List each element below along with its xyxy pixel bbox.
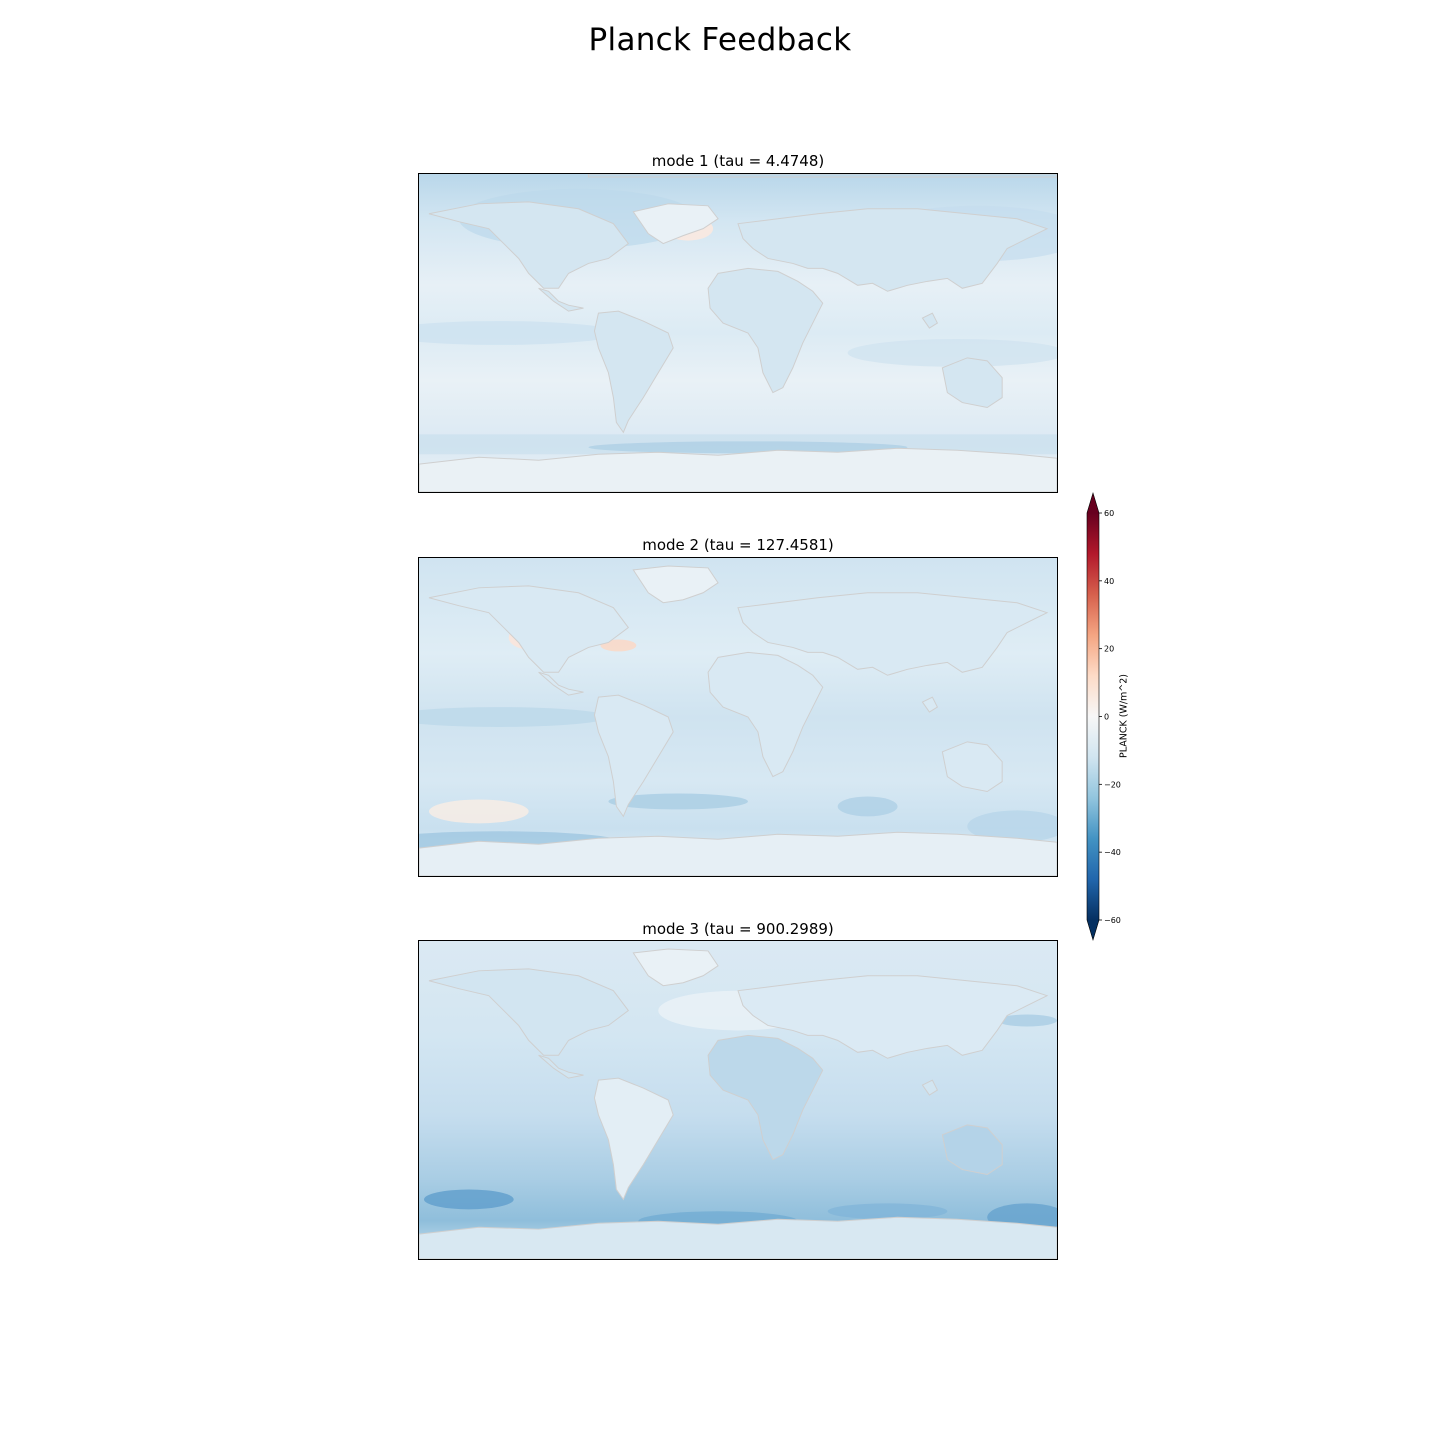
colorbar-outline (1086, 491, 1100, 942)
map-panel-mode-3 (418, 940, 1058, 1260)
panel-title-mode-2: mode 2 (tau = 127.4581) (642, 536, 834, 554)
colorbar-tick-label: 40 (1104, 577, 1114, 586)
map-mode-2 (419, 558, 1057, 876)
colorbar-extend-max (1087, 493, 1099, 513)
colorbar-tick-label: −20 (1104, 780, 1121, 789)
colorbar-tick-label: −60 (1104, 916, 1121, 925)
colorbar-ticks: 60 40 20 0 −20 −40 −60 (1099, 509, 1121, 925)
colorbar-extend-min (1087, 920, 1099, 940)
colorbar: 60 40 20 0 −20 −40 −60 (1080, 490, 1160, 945)
map-mode-3 (419, 941, 1057, 1259)
map-mode-1 (419, 174, 1057, 492)
colorbar-svg: 60 40 20 0 −20 −40 −60 (1086, 491, 1121, 942)
colorbar-label: PLANCK (W/m^2) (1118, 674, 1130, 758)
map-panel-mode-1 (418, 173, 1058, 493)
coastlines (419, 565, 1057, 876)
colorbar-tick-label: 0 (1104, 713, 1109, 722)
coastlines (419, 174, 1057, 492)
colorbar-gradient (1087, 513, 1099, 920)
panel-title-mode-1: mode 1 (tau = 4.4748) (651, 152, 825, 170)
colorbar-tick-label: 60 (1104, 509, 1114, 518)
coastlines (419, 948, 1057, 1259)
panel-title-mode-3: mode 3 (tau = 900.2989) (642, 920, 834, 938)
colorbar-tick-label: −40 (1104, 848, 1121, 857)
colorbar-tick-label: 20 (1104, 645, 1114, 654)
figure-title: Planck Feedback (588, 22, 852, 58)
map-panel-mode-2 (418, 557, 1058, 877)
